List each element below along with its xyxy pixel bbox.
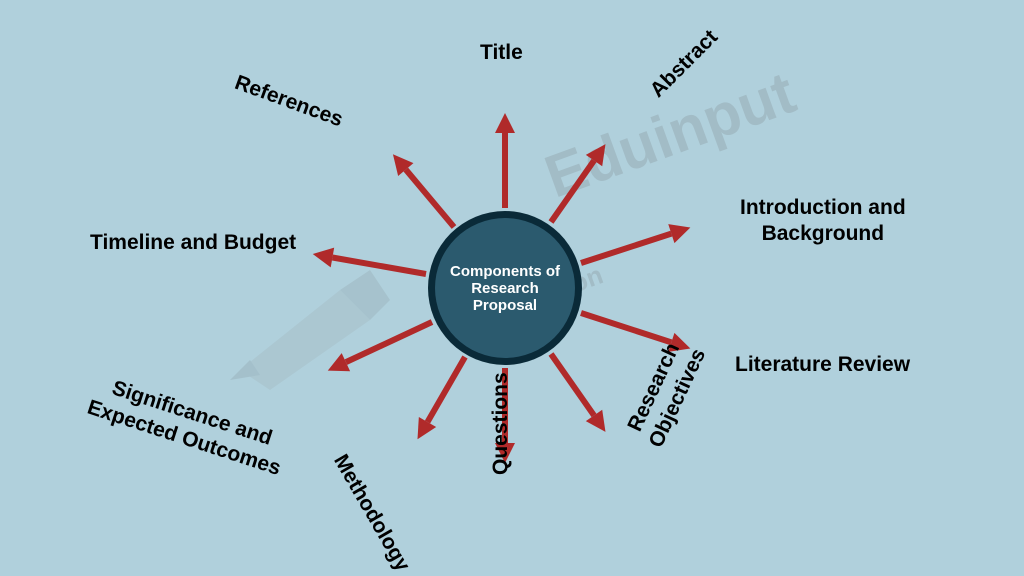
center-label: Components of Research Proposal (450, 263, 560, 314)
spoke-label: Literature Review (735, 352, 910, 378)
spoke-label: Research Objectives (620, 334, 712, 452)
center-node: Components of Research Proposal (435, 218, 575, 358)
spoke-label: Timeline and Budget (90, 230, 296, 256)
spoke-label: Introduction and Background (740, 195, 906, 248)
spoke-label: Title (480, 40, 523, 66)
spoke-label: Questions (488, 372, 514, 475)
spoke-label: Significance and Expected Outcomes (84, 370, 292, 482)
spoke-label: References (231, 70, 346, 133)
spoke-label: Abstract (645, 25, 724, 104)
spoke-label: Methodology (327, 450, 415, 576)
